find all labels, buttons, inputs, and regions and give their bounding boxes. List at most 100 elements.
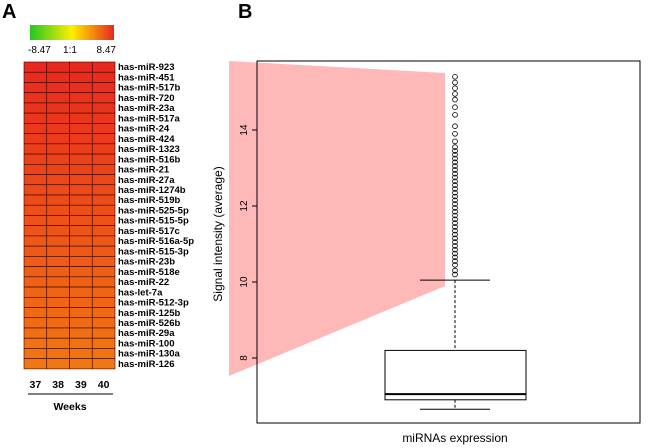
heatmap-cell [23,133,48,145]
heatmap-cell [69,143,93,155]
heatmap-cell [46,266,70,278]
y-tick-label: 12 [239,200,250,212]
heatmap-cell [69,245,93,257]
heatmap-cell [91,153,116,165]
outlier-point [452,144,458,150]
heatmap-cell [91,123,116,134]
outlier-point [452,267,458,274]
heatmap-cell [23,194,48,206]
heatmap-row-label: has-miR-519b [118,195,180,206]
outlier-point [452,220,458,226]
heatmap-cell [23,307,48,319]
y-tick-label: 14 [239,124,250,136]
heatmap-row-label: has-miR-100 [118,338,175,349]
heatmap-cell [91,225,116,237]
heatmap-cell [23,123,48,134]
heatmap-cell [91,245,116,257]
heatmap-cell [23,327,48,339]
heatmap-cell [23,358,48,370]
heatmap-cell [23,286,48,298]
heatmap-cell [69,204,93,216]
heatmap-column-label: 37 [30,379,42,391]
outlier-point [452,224,458,230]
heatmap-cell [69,276,93,288]
heatmap-grid [23,61,116,370]
heatmap-cell [91,307,116,319]
heatmap-cell [46,112,70,124]
heatmap-cell [23,143,48,155]
heatmap-cell [91,92,116,104]
heatmap-row-label: has-miR-516b [118,154,180,165]
heatmap-cell [23,153,48,165]
heatmap-cell [46,164,70,175]
heatmap-row-label: has-miR-29a [118,328,175,339]
heatmap-cell [69,194,93,206]
outlier-point [452,258,458,264]
outlier-point [452,186,458,192]
outlier-point [452,250,458,257]
outlier-point [452,79,458,86]
outlier-point [452,189,458,196]
outlier-point [452,212,458,219]
heatmap-cell [46,235,70,247]
heatmap-cell [69,123,93,134]
heatmap-cell [91,61,116,73]
heatmap-cell [91,317,116,329]
heatmap-color-scale: -8.47 1:1 8.47 [28,25,116,56]
heatmap-cell [69,296,93,308]
zoom-wedge [229,61,445,376]
heatmap-cell [46,358,70,370]
outlier-point [452,262,458,268]
heatmap-cell [23,82,48,93]
heatmap-cell [69,348,93,359]
heatmap-column-label: 40 [98,379,110,391]
heatmap-cell [69,92,93,104]
heatmap-cell [23,225,48,237]
heatmap-cell [46,92,70,104]
heatmap-cell [69,225,93,237]
outlier-point [452,74,458,80]
heatmap-cell [46,337,70,349]
heatmap-row-label: has-miR-518e [118,267,180,278]
heatmap-row-label: has-miR-451 [118,72,175,83]
box-iqr [384,349,527,401]
heatmap-cell [23,71,48,83]
heatmap-cell [46,256,70,267]
heatmap-cell [23,256,48,267]
heatmap-row-label: has-miR-517a [118,113,180,124]
heatmap-cell [46,317,70,329]
heatmap-row-label: has-miR-22 [118,277,169,288]
outlier-point [452,85,458,91]
outlier-point [452,174,458,181]
heatmap-cell [46,82,70,93]
heatmap-cell [69,266,93,278]
heatmap-cell [46,61,70,73]
heatmap-cell [69,235,93,247]
heatmap-cell [91,112,116,124]
heatmap-cell [69,317,93,329]
scale-label-max: 8.47 [97,45,117,56]
heatmap-cell [46,194,70,206]
heatmap-cell [23,174,48,186]
heatmap-cell [23,266,48,278]
heatmap-cell [91,82,116,93]
heatmap-row-label: has-miR-126 [118,359,175,370]
heatmap-cell [23,61,48,73]
heatmap-cell [91,358,116,370]
heatmap-cell [23,296,48,308]
heatmap-cell [23,317,48,329]
outlier-point [452,112,458,118]
outlier-point [452,170,458,177]
heatmap-row-label: has-miR-526b [118,318,180,329]
heatmap-row-label: has-miR-525-5p [118,205,189,216]
y-tick-label: 8 [239,355,250,361]
outlier-point [452,91,458,97]
heatmap-cell [91,327,116,339]
outlier-point [452,197,458,204]
heatmap-cell [91,266,116,278]
heatmap-cell [46,174,70,186]
heatmap-cell [46,204,70,216]
heatmap-row-label: has-miR-21 [118,165,170,176]
scale-label-mid: 1:1 [63,45,77,56]
